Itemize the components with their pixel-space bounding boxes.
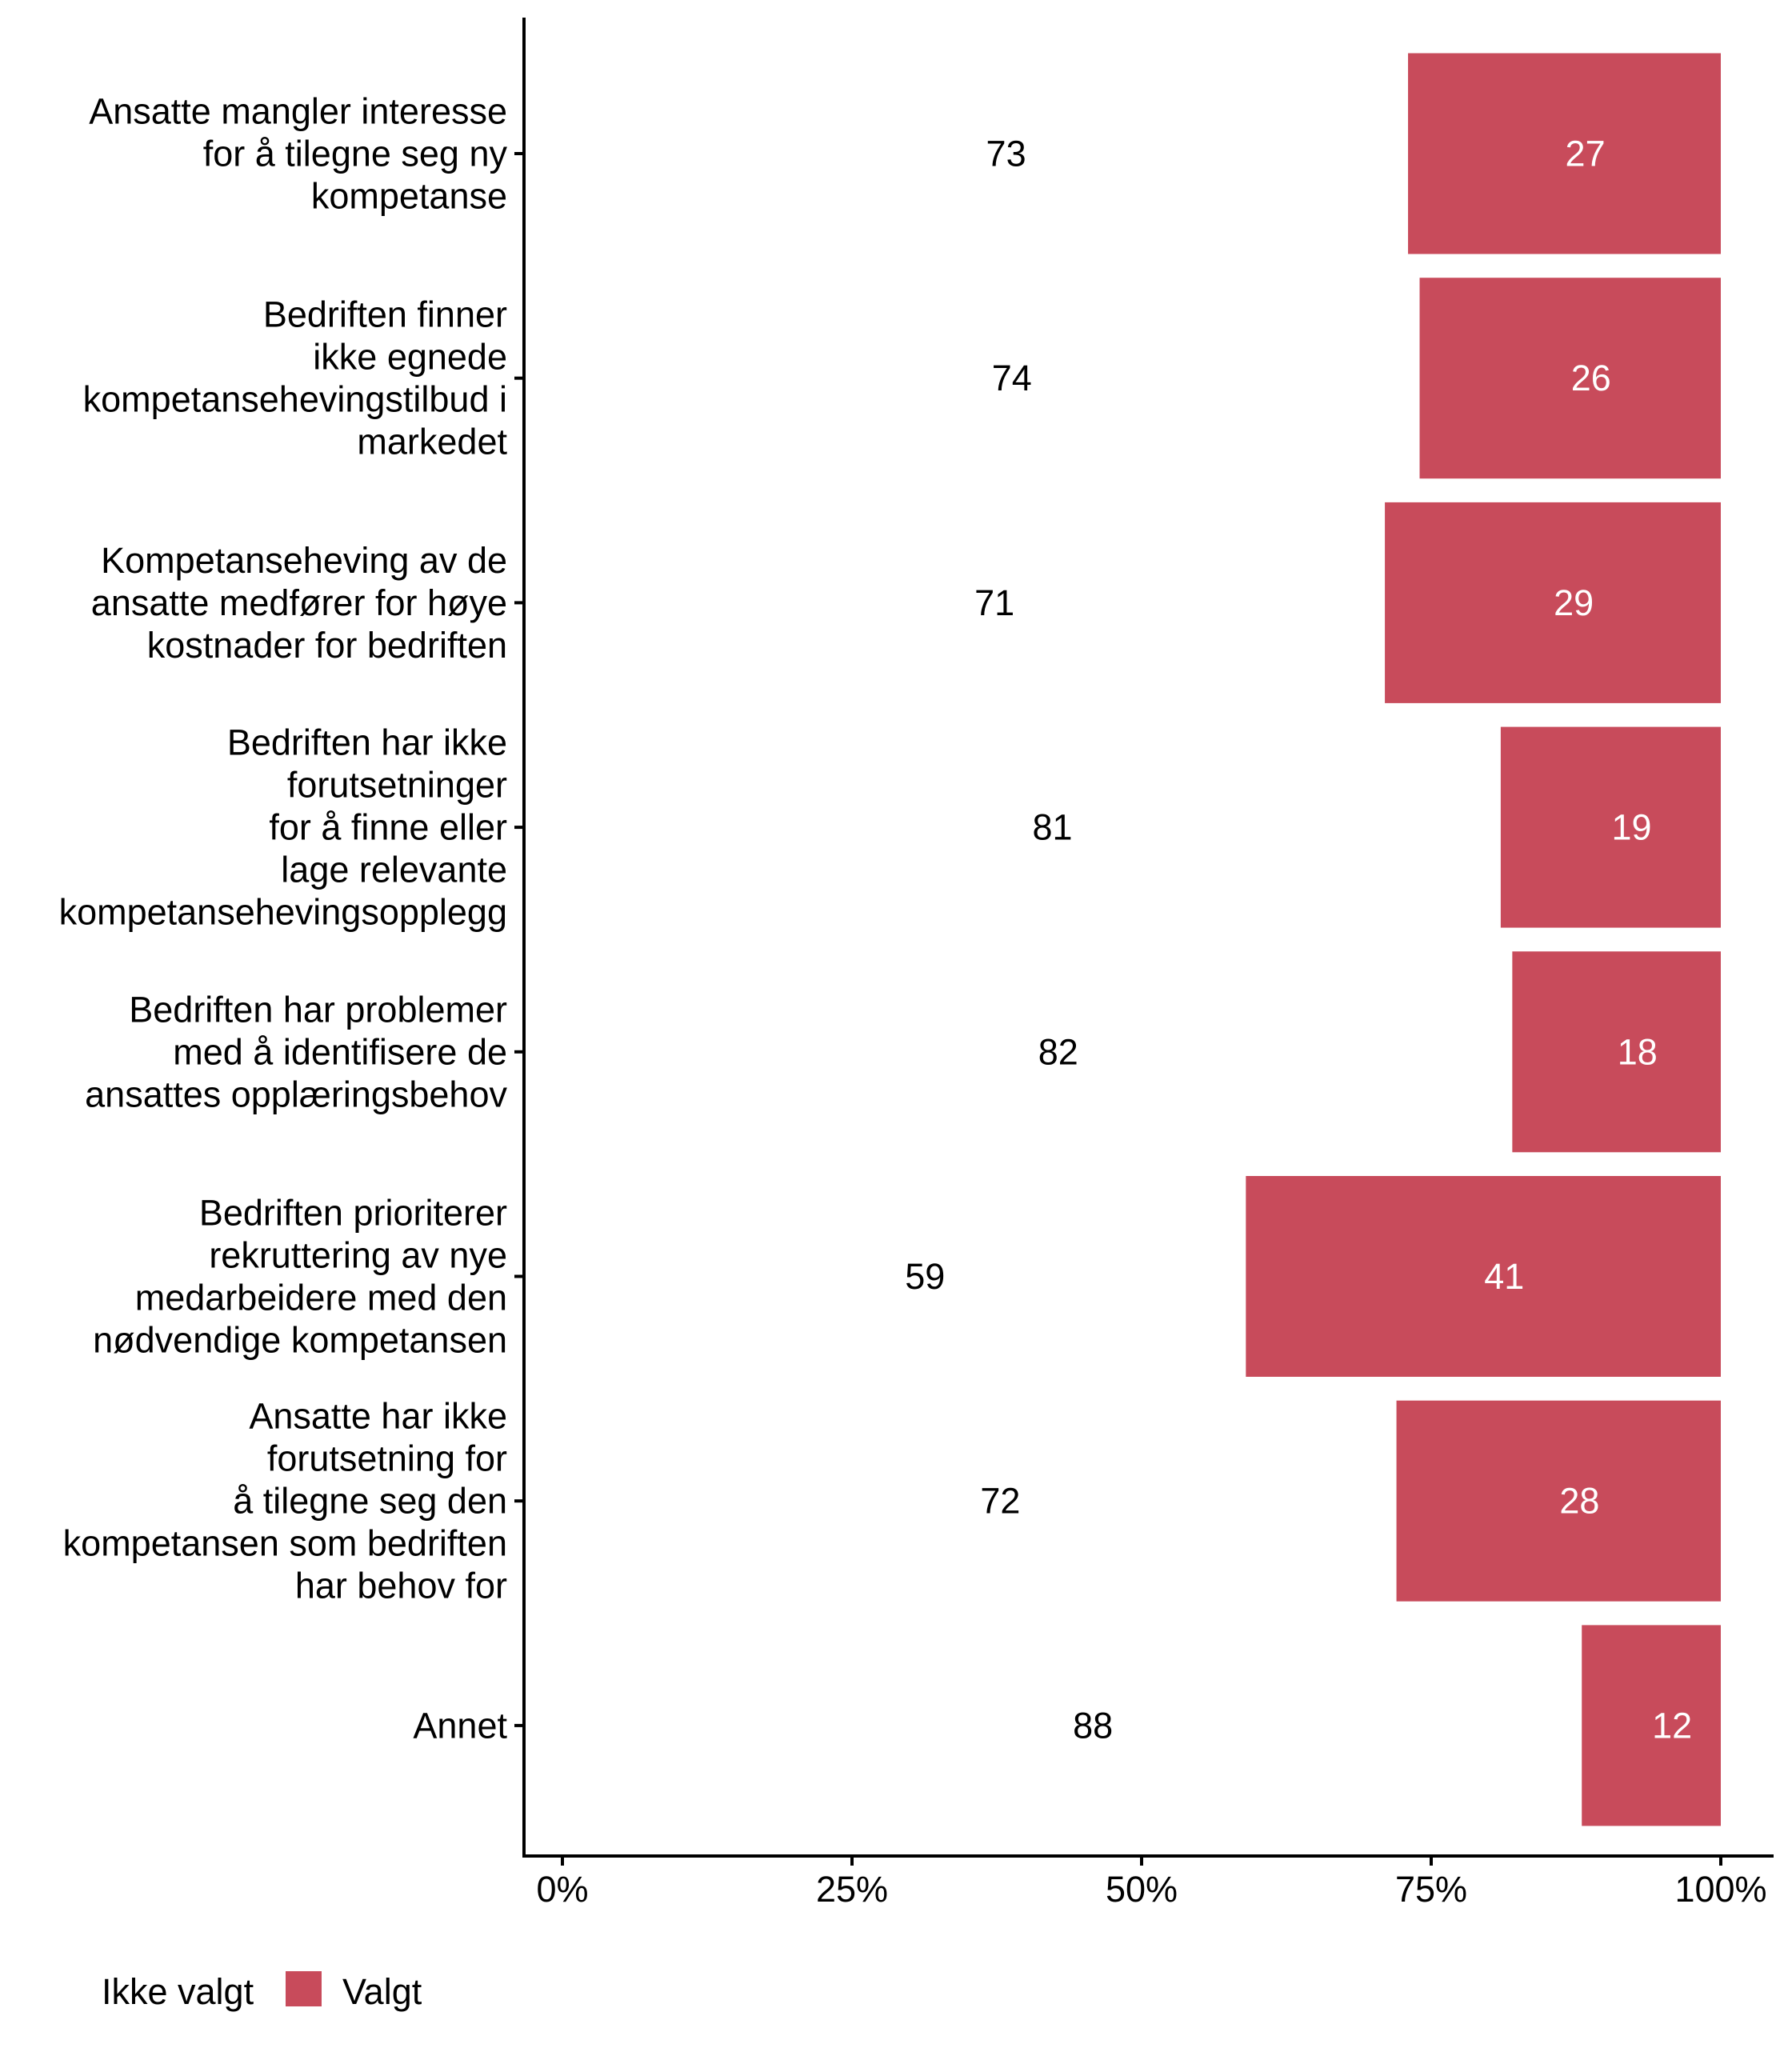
category-label: Bedriften har ikke forutsetninger for å fi… [59, 722, 507, 933]
value-label-valgt: 26 [1571, 358, 1611, 398]
bar-valgt [1246, 1176, 1721, 1377]
bar-ikke-valgt [562, 1400, 1397, 1602]
value-labels-layer: 73 27 74 26 71 29 81 19 82 18 59 41 72 28 88 12 [905, 134, 1692, 1746]
value-label-ikke-valgt: 73 [986, 134, 1026, 174]
category-label: Kompetanseheving av de ansatte medfører f… [91, 540, 507, 666]
x-tick-label: 75% [1395, 1869, 1467, 1910]
legend-swatch-valgt [286, 1971, 322, 2006]
bar-ikke-valgt [562, 1625, 1582, 1826]
value-label-ikke-valgt: 59 [905, 1256, 945, 1297]
category-label: Ansatte mangler interesse for å tilegne s… [89, 91, 507, 217]
category-label: Ansatte har ikke forutsetning for å tilegn… [63, 1396, 507, 1606]
category-label: Bedriften prioriterer rekruttering av nye… [93, 1193, 507, 1361]
x-tick-label: 50% [1106, 1869, 1178, 1910]
x-tick-label: 100% [1674, 1869, 1766, 1910]
bar-ikke-valgt [562, 53, 1409, 254]
bar-valgt [1408, 53, 1721, 254]
category-label: Annet [413, 1705, 507, 1746]
value-label-valgt: 29 [1554, 582, 1594, 623]
legend-label-valgt: Valgt [342, 1971, 422, 2012]
value-label-ikke-valgt: 71 [974, 582, 1014, 623]
bar-valgt [1396, 1400, 1721, 1602]
bar-ikke-valgt [562, 951, 1513, 1153]
bar-valgt [1419, 278, 1721, 479]
value-label-valgt: 41 [1484, 1256, 1524, 1297]
value-label-valgt: 12 [1652, 1705, 1692, 1746]
value-label-valgt: 28 [1559, 1481, 1599, 1522]
bar-ikke-valgt [562, 726, 1501, 928]
value-label-ikke-valgt: 82 [1038, 1031, 1078, 1072]
bar-valgt [1500, 726, 1721, 928]
x-tick-label: 25% [816, 1869, 888, 1910]
bar-valgt [1582, 1625, 1721, 1826]
category-label: Bedriften finner ikke egnede kompetansehev… [83, 294, 508, 462]
value-label-ikke-valgt: 88 [1073, 1705, 1113, 1746]
bar-ikke-valgt [562, 278, 1420, 479]
bar-ikke-valgt [562, 502, 1386, 703]
value-label-ikke-valgt: 72 [980, 1481, 1020, 1522]
category-label: Bedriften har problemer med å identifiser… [85, 989, 507, 1114]
legend: Ikke valgt Valgt [102, 1971, 422, 2012]
x-axis: 0% 25% 50% 75% 100% [522, 1854, 1774, 1910]
value-label-ikke-valgt: 81 [1032, 807, 1072, 848]
legend-label-ikke-valgt: Ikke valgt [102, 1971, 254, 2012]
bar-ikke-valgt [562, 1176, 1246, 1377]
bar-valgt [1512, 951, 1721, 1153]
value-label-valgt: 27 [1566, 134, 1606, 174]
value-label-valgt: 19 [1611, 807, 1651, 848]
x-tick-label: 0% [536, 1869, 588, 1910]
y-axis: Ansatte mangler interesse for å tilegne s… [59, 18, 526, 1858]
value-label-valgt: 18 [1618, 1031, 1658, 1072]
bar-valgt [1385, 502, 1721, 703]
value-label-ikke-valgt: 74 [992, 358, 1032, 398]
bars-layer [562, 53, 1721, 1826]
